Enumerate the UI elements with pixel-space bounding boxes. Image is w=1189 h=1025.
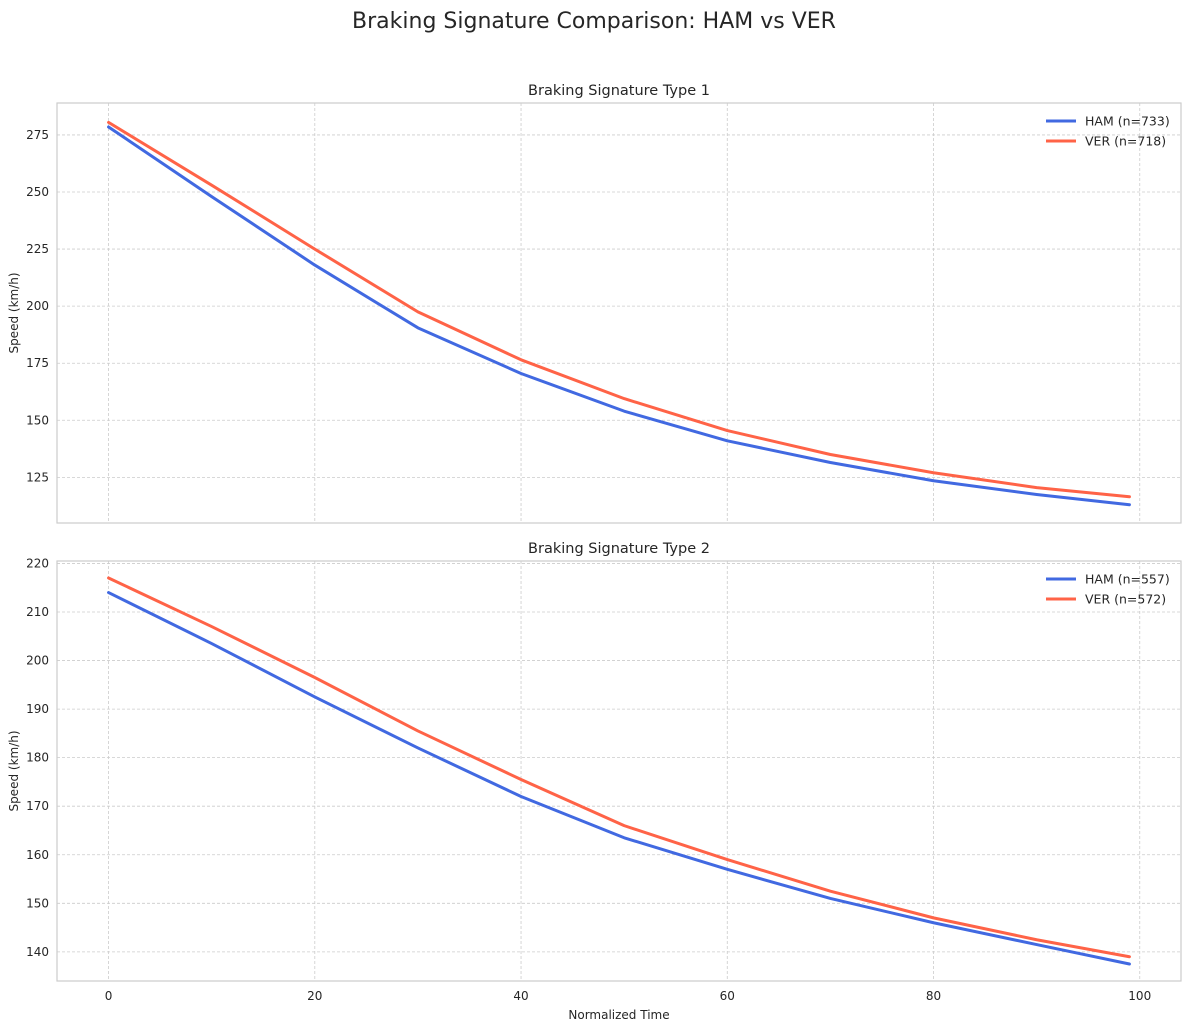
y-tick-label: 210 [26,605,49,619]
series-line-ver [107,120,1131,499]
series-line-ham [107,125,1131,507]
x-tick-label: 20 [307,989,322,1003]
y-axis-label: Speed (km/h) [7,272,21,353]
y-tick-label: 175 [26,356,49,370]
panel-title: Braking Signature Type 2 [528,541,710,557]
y-tick-label: 275 [26,128,49,142]
y-tick-label: 220 [26,556,49,570]
x-tick-label: 60 [720,989,735,1003]
y-tick-label: 150 [26,896,49,910]
y-axis-label: Speed (km/h) [7,730,21,811]
y-tick-label: 170 [26,799,49,813]
x-axis-label: Normalized Time [568,1008,669,1022]
y-tick-label: 225 [26,242,49,256]
y-tick-label: 200 [26,654,49,668]
y-tick-label: 160 [26,848,49,862]
y-tick-label: 125 [26,470,49,484]
x-tick-label: 40 [513,989,528,1003]
series-line-ham [107,591,1131,966]
y-tick-label: 250 [26,185,49,199]
y-tick-label: 150 [26,413,49,427]
legend-label-ham: HAM (n=733) [1085,114,1170,129]
axes-frame [56,102,1182,524]
y-tick-label: 200 [26,299,49,313]
legend-label-ver: VER (n=572) [1085,592,1166,607]
chart-panel-2: 0 20 40 60 80 100 140 150 160 170 180 190 200 210 220 B… [7,541,1182,1022]
series-line-ver [107,576,1131,959]
legend-label-ver: VER (n=718) [1085,134,1166,149]
x-tick-label: 80 [926,989,941,1003]
panel-title: Braking Signature Type 1 [528,83,710,99]
legend: HAM (n=557) VER (n=572) [1046,572,1170,607]
x-tick-label: 0 [105,989,113,1003]
y-tick-label: 140 [26,945,49,959]
x-tick-label: 100 [1128,989,1151,1003]
axes-frame [56,560,1182,982]
figure-title: Braking Signature Comparison: HAM vs VER [352,9,836,34]
chart-panel-1: 125 150 175 200 225 250 275 Braking Signature T… [7,83,1182,524]
legend: HAM (n=733) VER (n=718) [1046,114,1170,149]
legend-label-ham: HAM (n=557) [1085,572,1170,587]
y-tick-label: 190 [26,702,49,716]
y-tick-label: 180 [26,751,49,765]
